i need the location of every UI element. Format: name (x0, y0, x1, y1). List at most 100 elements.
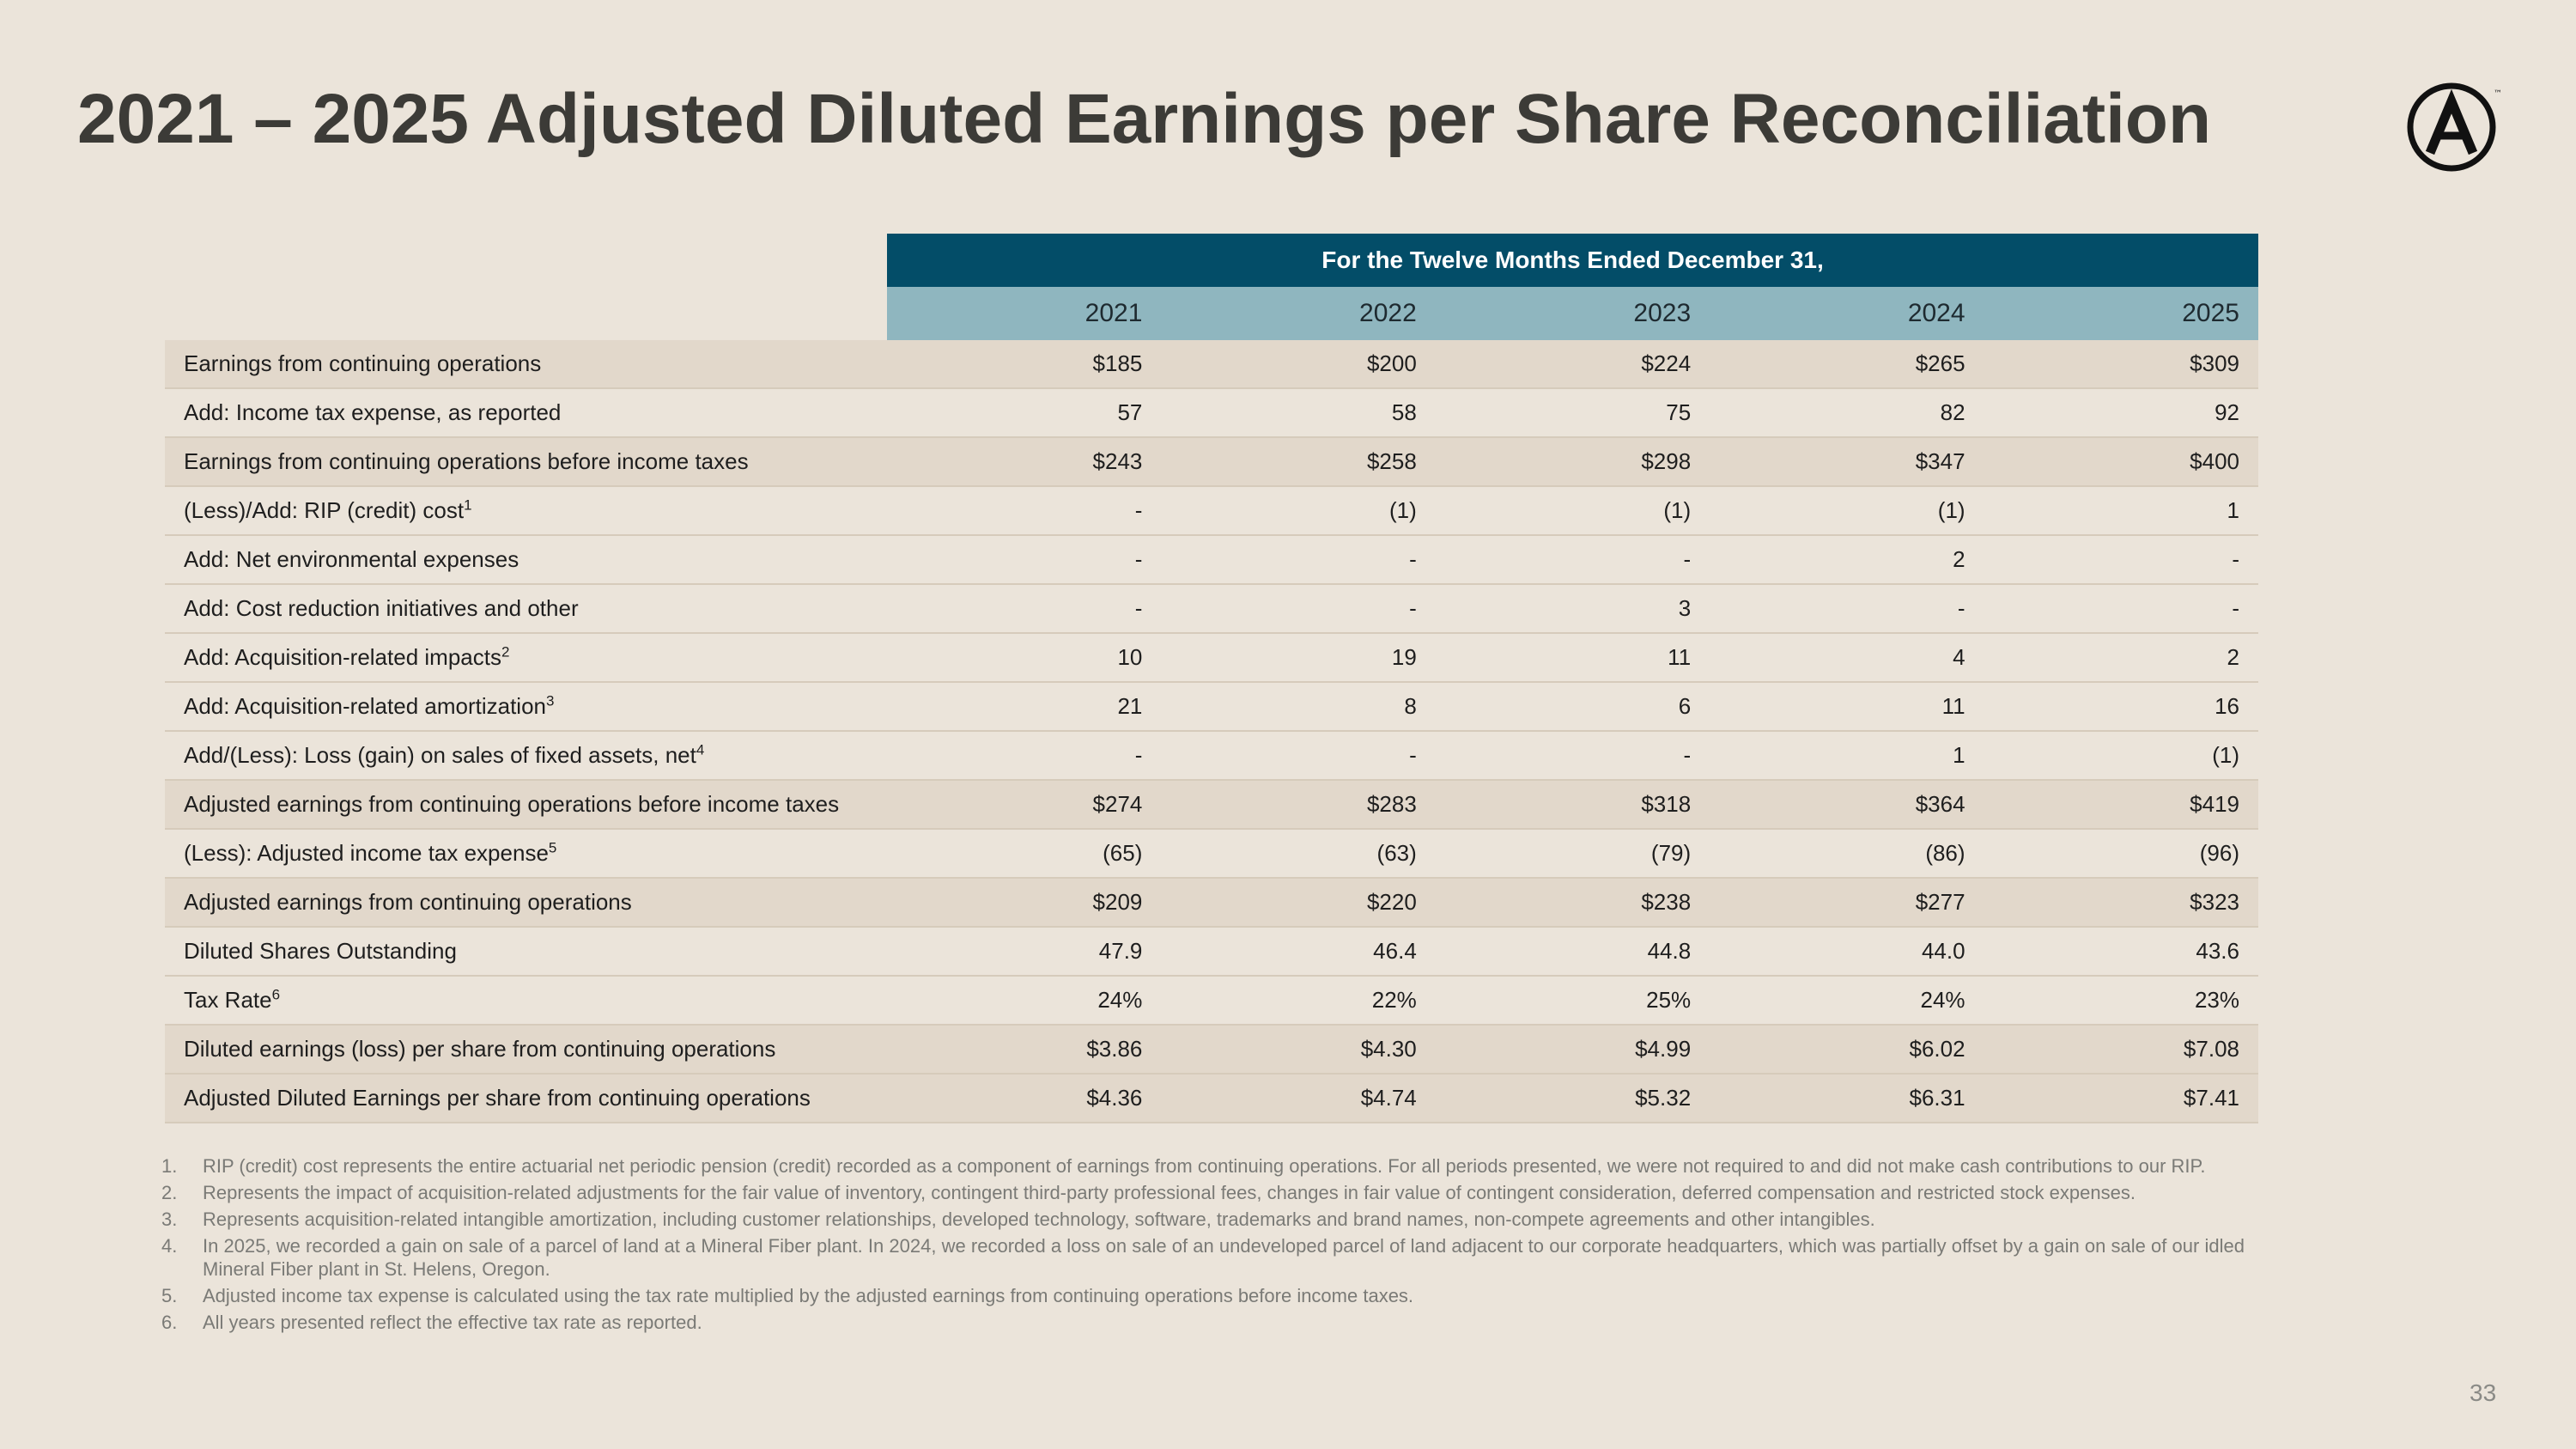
cell-2022: $4.74 (1161, 1074, 1436, 1123)
row-label: Earnings from continuing operations befo… (165, 437, 887, 487)
cell-2022: - (1161, 731, 1436, 781)
footnote-item: 5. Adjusted income tax expense is calcula… (161, 1284, 2245, 1307)
cell-2022: - (1161, 535, 1436, 585)
cell-2025: 16 (1984, 682, 2258, 732)
table-row: Adjusted Diluted Earnings per share from… (165, 1074, 2258, 1123)
row-label: Tax Rate6 (165, 976, 887, 1026)
footnote-number: 1. (161, 1155, 178, 1177)
footnote-ref: 2 (501, 643, 510, 661)
cell-2022: $220 (1161, 878, 1436, 928)
row-label: Add: Cost reduction initiatives and othe… (165, 584, 887, 634)
cell-2024: 4 (1710, 633, 1984, 683)
row-label: Add: Income tax expense, as reported (165, 388, 887, 438)
row-label: Diluted earnings (loss) per share from c… (165, 1025, 887, 1075)
row-label: Adjusted Diluted Earnings per share from… (165, 1074, 887, 1123)
cell-2022: 19 (1161, 633, 1436, 683)
table-row: Diluted Shares Outstanding 47.9 46.4 44.8 44… (165, 927, 2258, 977)
cell-2022: $4.30 (1161, 1025, 1436, 1075)
cell-2022: 46.4 (1161, 927, 1436, 977)
cell-2023: 11 (1435, 633, 1710, 683)
cell-2023: $224 (1435, 340, 1710, 389)
footnote-item: 1. RIP (credit) cost represents the entir… (161, 1154, 2245, 1178)
cell-2023: - (1435, 535, 1710, 585)
footnote-ref: 6 (271, 986, 281, 1003)
period-header: For the Twelve Months Ended December 31, (887, 234, 2258, 287)
cell-2024: $347 (1710, 437, 1984, 487)
cell-2024: $364 (1710, 780, 1984, 830)
cell-2024: 1 (1710, 731, 1984, 781)
table-row: Add: Acquisition-related amortization3 21… (165, 682, 2258, 732)
cell-2022: $258 (1161, 437, 1436, 487)
cell-2022: 8 (1161, 682, 1436, 732)
cell-2023: 44.8 (1435, 927, 1710, 977)
cell-2025: 1 (1984, 486, 2258, 536)
cell-2023: $238 (1435, 878, 1710, 928)
row-label: Add: Acquisition-related amortization3 (165, 682, 887, 732)
cell-2025: $7.41 (1984, 1074, 2258, 1123)
table-row: Add: Cost reduction initiatives and othe… (165, 584, 2258, 634)
footnote-text: All years presented reflect the effectiv… (203, 1312, 702, 1333)
year-header-2022: 2022 (1161, 287, 1436, 340)
cell-2025: $323 (1984, 878, 2258, 928)
cell-2023: 3 (1435, 584, 1710, 634)
row-label: Diluted Shares Outstanding (165, 927, 887, 977)
cell-2025: $309 (1984, 340, 2258, 389)
cell-2021: 57 (887, 388, 1162, 438)
cell-2025: $7.08 (1984, 1025, 2258, 1075)
year-header-2025: 2025 (1984, 287, 2258, 340)
cell-2022: (1) (1161, 486, 1436, 536)
table-row: (Less)/Add: RIP (credit) cost1- (1) (1) (1)… (165, 486, 2258, 536)
cell-2023: $5.32 (1435, 1074, 1710, 1123)
year-header-2024: 2024 (1710, 287, 1984, 340)
cell-2024: $6.02 (1710, 1025, 1984, 1075)
cell-2024: (86) (1710, 829, 1984, 879)
cell-2025: (1) (1984, 731, 2258, 781)
footnote-number: 3. (161, 1209, 178, 1230)
cell-2021: - (887, 486, 1162, 536)
row-label: Add: Net environmental expenses (165, 535, 887, 585)
cell-2024: (1) (1710, 486, 1984, 536)
row-label: (Less): Adjusted income tax expense5 (165, 829, 887, 879)
cell-2022: 58 (1161, 388, 1436, 438)
row-label: Earnings from continuing operations (165, 340, 887, 389)
table-row: Earnings from continuing operations befo… (165, 437, 2258, 487)
cell-2021: - (887, 584, 1162, 634)
cell-2021: 24% (887, 976, 1162, 1026)
footnote-number: 2. (161, 1182, 178, 1203)
cell-2024: $265 (1710, 340, 1984, 389)
footnote-number: 5. (161, 1285, 178, 1306)
cell-2023: $4.99 (1435, 1025, 1710, 1075)
cell-2024: $6.31 (1710, 1074, 1984, 1123)
cell-2025: (96) (1984, 829, 2258, 879)
row-label: Add/(Less): Loss (gain) on sales of fixe… (165, 731, 887, 781)
cell-2022: - (1161, 584, 1436, 634)
table-row: Add/(Less): Loss (gain) on sales of fixe… (165, 731, 2258, 781)
footnotes-list: 1. RIP (credit) cost represents the entir… (161, 1154, 2245, 1337)
footnote-ref: 3 (546, 692, 555, 709)
cell-2023: (79) (1435, 829, 1710, 879)
year-header-2021: 2021 (887, 287, 1162, 340)
page-title: 2021 – 2025 Adjusted Diluted Earnings pe… (77, 80, 2212, 158)
cell-2021: $4.36 (887, 1074, 1162, 1123)
footnote-item: 6. All years presented reflect the effect… (161, 1311, 2245, 1334)
cell-2022: (63) (1161, 829, 1436, 879)
cell-2025: 92 (1984, 388, 2258, 438)
cell-2021: - (887, 731, 1162, 781)
cell-2025: $400 (1984, 437, 2258, 487)
table-row: Tax Rate6 24% 22% 25% 24% 23% (165, 976, 2258, 1026)
table-row: Adjusted earnings from continuing operat… (165, 780, 2258, 830)
footnote-number: 6. (161, 1312, 178, 1333)
footnote-ref: 1 (464, 496, 472, 514)
row-label: (Less)/Add: RIP (credit) cost1 (165, 486, 887, 536)
cell-2025: $419 (1984, 780, 2258, 830)
cell-2021: $209 (887, 878, 1162, 928)
cell-2022: $200 (1161, 340, 1436, 389)
cell-2024: $277 (1710, 878, 1984, 928)
footnote-text: RIP (credit) cost represents the entire … (203, 1155, 2206, 1177)
company-logo-icon: ™ (2404, 79, 2507, 182)
cell-2021: $243 (887, 437, 1162, 487)
trademark-mark: ™ (2494, 89, 2502, 99)
year-header-2023: 2023 (1435, 287, 1710, 340)
cell-2025: 43.6 (1984, 927, 2258, 977)
cell-2021: 10 (887, 633, 1162, 683)
